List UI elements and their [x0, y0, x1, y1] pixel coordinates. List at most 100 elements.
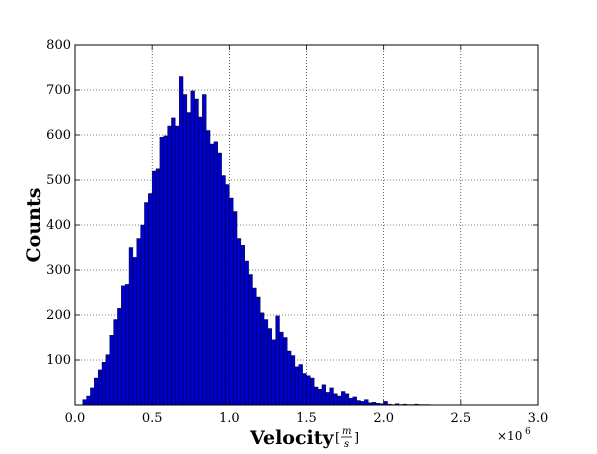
histogram-bar — [137, 239, 141, 406]
histogram-bar — [357, 401, 361, 406]
histogram-bar — [114, 320, 118, 406]
histogram-bar — [233, 212, 237, 406]
histogram-bar — [299, 365, 303, 406]
x-tick-label: 2.0 — [373, 411, 394, 426]
histogram-bar — [191, 91, 195, 405]
histogram-bar — [349, 398, 353, 405]
x-axis-label: Velocity [ m s ] — [249, 426, 359, 450]
histogram-bar — [279, 332, 283, 405]
histogram-bar — [171, 118, 175, 405]
histogram-bar — [287, 351, 291, 405]
histogram-bar — [318, 389, 322, 405]
histogram-bar — [129, 248, 133, 406]
x-axis-unit-right-bracket: ] — [354, 431, 359, 446]
histogram-bar — [322, 385, 326, 405]
histogram-bar — [241, 245, 245, 405]
histogram-bar — [364, 400, 368, 405]
histogram-bar — [264, 320, 268, 406]
histogram-bar — [222, 176, 226, 406]
histogram-bars — [83, 77, 430, 406]
histogram-bar — [384, 401, 388, 405]
histogram-bar — [125, 284, 129, 405]
x-axis-unit-numerator: m — [342, 426, 351, 437]
histogram-bar — [195, 99, 199, 405]
x-tick-label: 3.0 — [528, 411, 549, 426]
x-axis-offset-exponent: 6 — [525, 427, 531, 437]
y-tick-label: 400 — [46, 218, 71, 233]
histogram-bar — [218, 153, 222, 405]
histogram-bar — [144, 203, 148, 406]
histogram-bar — [361, 401, 365, 405]
histogram-bar — [210, 144, 214, 405]
histogram-bar — [106, 355, 110, 405]
y-tick-label: 700 — [46, 83, 71, 98]
histogram-bar — [260, 313, 264, 405]
histogram-bar — [164, 136, 168, 405]
histogram-bar — [295, 367, 299, 405]
histogram-bar — [291, 356, 295, 406]
x-tick-label: 2.5 — [450, 411, 471, 426]
histogram-bar — [121, 286, 125, 405]
histogram-bar — [214, 142, 218, 405]
histogram-bar — [225, 185, 229, 406]
histogram-bar — [268, 329, 272, 406]
histogram-bar — [90, 388, 94, 405]
histogram-bar — [202, 95, 206, 406]
histogram-bar — [314, 387, 318, 405]
y-tick-label: 600 — [46, 128, 71, 143]
histogram-bar — [245, 261, 249, 405]
histogram-bar — [160, 137, 164, 405]
y-axis-label: Counts — [23, 188, 45, 263]
histogram-bar — [303, 374, 307, 406]
histogram-bar — [237, 239, 241, 406]
histogram-bar — [337, 396, 341, 405]
x-tick-label: 0.0 — [65, 411, 86, 426]
histogram-bar — [148, 194, 152, 406]
x-tick-label: 0.5 — [142, 411, 163, 426]
histogram-bar — [345, 394, 349, 405]
histogram-bar — [256, 297, 260, 405]
histogram-bar — [117, 308, 121, 405]
histogram-bar — [94, 378, 98, 405]
y-tick-label: 300 — [46, 263, 71, 278]
histogram-bar — [179, 77, 183, 406]
histogram-bar — [326, 392, 330, 405]
histogram-bar — [152, 171, 156, 405]
y-tick-label: 200 — [46, 308, 71, 323]
y-tick-label: 500 — [46, 173, 71, 188]
histogram-bar — [353, 397, 357, 405]
histogram-bar — [283, 338, 287, 406]
histogram-bar — [168, 126, 172, 405]
histogram-bar — [156, 169, 160, 405]
histogram-bar — [110, 335, 114, 405]
histogram-bar — [307, 376, 311, 405]
histogram-bar — [252, 288, 256, 405]
histogram-bar — [183, 95, 187, 406]
histogram-bar — [83, 400, 87, 405]
histogram-bar — [206, 131, 210, 406]
x-tick-label: 1.5 — [296, 411, 317, 426]
x-tick-label: 1.0 — [219, 411, 240, 426]
histogram-bar — [276, 316, 280, 405]
x-axis-unit-left-bracket: [ — [335, 431, 340, 446]
histogram-bar — [198, 117, 202, 405]
histogram-bar — [249, 275, 253, 406]
histogram-bar — [341, 392, 345, 406]
histogram-bar — [330, 388, 334, 405]
x-axis-label-text: Velocity — [249, 427, 335, 449]
x-axis-offset-label: ×10 6 — [497, 427, 531, 443]
histogram-bar — [334, 394, 338, 405]
x-axis-offset-base: ×10 — [497, 429, 522, 443]
histogram-bar — [102, 362, 106, 405]
y-tick-label: 800 — [46, 38, 71, 53]
histogram-bar — [141, 225, 145, 405]
histogram-bar — [187, 113, 191, 406]
x-axis-unit-denominator: s — [344, 439, 349, 450]
histogram-bar — [98, 370, 102, 405]
y-tick-label: 100 — [46, 353, 71, 368]
histogram-bar — [87, 396, 91, 405]
histogram-bar — [272, 340, 276, 405]
histogram-bar — [133, 257, 137, 405]
